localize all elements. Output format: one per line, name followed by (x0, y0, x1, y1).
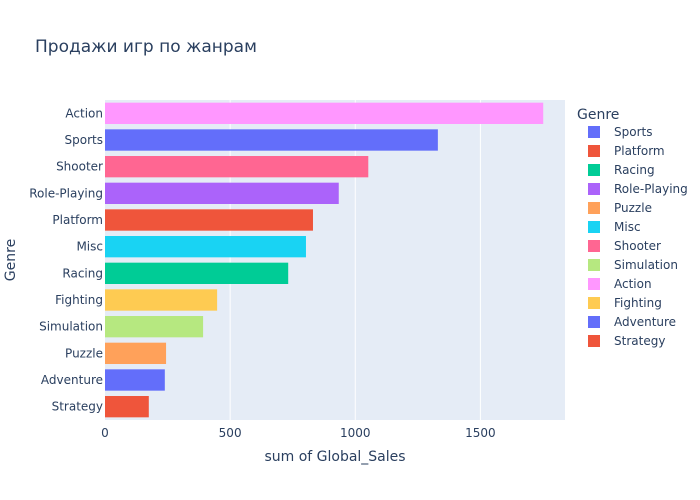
legend-item[interactable]: Role-Playing (588, 182, 688, 196)
y-tick-label: Platform (52, 213, 103, 227)
legend-label: Adventure (614, 315, 676, 329)
legend-label: Fighting (614, 296, 662, 310)
legend-item[interactable]: Platform (588, 144, 665, 158)
legend-swatch (588, 316, 600, 328)
legend-label: Sports (614, 125, 652, 139)
legend-label: Misc (614, 220, 641, 234)
legend-item[interactable]: Simulation (588, 258, 678, 272)
legend-label: Platform (614, 144, 665, 158)
y-tick-label: Shooter (56, 160, 103, 174)
bar-simulation (105, 316, 204, 338)
y-tick-label: Misc (76, 240, 103, 254)
x-tick-label: 1500 (465, 426, 496, 440)
x-tick-label: 0 (101, 426, 109, 440)
legend-label: Action (614, 277, 652, 291)
bar-puzzle (105, 342, 167, 364)
legend-item[interactable]: Sports (588, 125, 652, 139)
y-tick-label: Fighting (55, 293, 103, 307)
y-tick-label: Puzzle (65, 346, 103, 360)
legend-swatch (588, 202, 600, 214)
legend-swatch (588, 335, 600, 347)
bar-racing (105, 262, 289, 284)
bar-shooter (105, 156, 369, 178)
legend-swatch (588, 259, 600, 271)
legend-swatch (588, 240, 600, 252)
legend-item[interactable]: Shooter (588, 239, 661, 253)
legend-label: Shooter (614, 239, 661, 253)
legend-swatch (588, 183, 600, 195)
chart-title: Продажи игр по жанрам (35, 37, 257, 57)
legend-swatch (588, 145, 600, 157)
legend-swatch (588, 278, 600, 290)
legend-item[interactable]: Misc (588, 220, 641, 234)
x-tick-labels: 0 500 1000 1500 (101, 426, 496, 440)
legend-title: Genre (577, 107, 619, 123)
bar-misc (105, 236, 306, 258)
y-axis-title: Genre (3, 239, 19, 281)
legend-swatch (588, 297, 600, 309)
legend-swatch (588, 221, 600, 233)
bar-sports (105, 129, 438, 151)
y-tick-label: Role-Playing (29, 186, 103, 200)
y-tick-label: Racing (62, 266, 103, 280)
bar-action (105, 102, 544, 124)
legend-label: Puzzle (614, 201, 652, 215)
y-tick-label: Adventure (41, 373, 103, 387)
legend-label: Simulation (614, 258, 678, 272)
legend-item[interactable]: Racing (588, 163, 655, 177)
plot-area (105, 100, 565, 420)
x-axis-title: sum of Global_Sales (264, 449, 405, 465)
y-tick-label: Sports (65, 133, 103, 147)
x-tick-label: 500 (219, 426, 242, 440)
legend: Genre Sports Platform Racing Role-Playing Pu… (577, 107, 688, 348)
legend-item[interactable]: Strategy (588, 334, 665, 348)
legend-item[interactable]: Puzzle (588, 201, 652, 215)
legend-swatch (588, 164, 600, 176)
legend-label: Racing (614, 163, 655, 177)
y-tick-label: Simulation (39, 320, 103, 334)
bar-platform (105, 209, 313, 231)
legend-item[interactable]: Action (588, 277, 652, 291)
legend-label: Role-Playing (614, 182, 688, 196)
y-tick-label: Action (65, 106, 103, 120)
y-tick-labels: Action Sports Shooter Role-Playing Platform M… (29, 106, 103, 413)
legend-item[interactable]: Fighting (588, 296, 662, 310)
legend-label: Strategy (614, 334, 665, 348)
y-tick-label: Strategy (52, 400, 103, 414)
grid-lines (229, 100, 481, 420)
legend-swatch (588, 126, 600, 138)
bar-strategy (105, 396, 149, 418)
legend-item[interactable]: Adventure (588, 315, 676, 329)
bar-adventure (105, 369, 165, 391)
bars (105, 102, 544, 418)
bar-role-playing (105, 182, 339, 204)
bar-fighting (105, 289, 218, 311)
x-tick-label: 1000 (340, 426, 371, 440)
